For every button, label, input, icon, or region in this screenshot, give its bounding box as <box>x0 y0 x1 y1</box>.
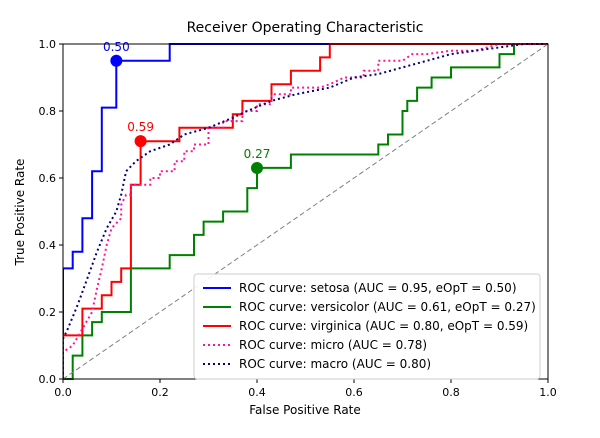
x-tick-label: 0.0 <box>54 386 72 399</box>
y-tick-label: 0.0 <box>39 373 57 386</box>
curves <box>63 43 549 380</box>
y-tick-label: 0.6 <box>39 172 57 185</box>
x-axis-label: False Positive Rate <box>249 403 361 417</box>
legend-entry: ROC curve: setosa (AUC = 0.95, eOpT = 0.… <box>239 281 517 295</box>
x-tick-label: 1.0 <box>539 386 557 399</box>
x-tick-label: 0.4 <box>248 386 266 399</box>
y-tick-label: 1.0 <box>39 38 57 51</box>
series-line-2 <box>63 43 548 379</box>
optimal-point-setosa <box>110 54 123 67</box>
series-line-1 <box>63 43 548 380</box>
plot-area: 0.50 0.27 0.59 0.0 0.2 0.4 0.6 0.8 1.0 0.0 0.2 0.4 0… <box>39 38 557 399</box>
series-line-3 <box>63 43 548 379</box>
x-tick-label: 0.2 <box>151 386 169 399</box>
y-tick-label: 0.2 <box>39 306 57 319</box>
legend-entry: ROC curve: versicolor (AUC = 0.61, eOpT … <box>239 300 536 314</box>
legend-entry: ROC curve: micro (AUC = 0.78) <box>239 338 427 352</box>
legend-entry: ROC curve: macro (AUC = 0.80) <box>239 357 431 371</box>
y-tick-label: 0.8 <box>39 105 57 118</box>
series-line-0 <box>63 43 548 379</box>
optimal-point-label-setosa: 0.50 <box>103 40 130 54</box>
chance-diagonal-line <box>63 43 549 380</box>
y-tick-label: 0.4 <box>39 239 57 252</box>
legend-entry: ROC curve: virginica (AUC = 0.80, eOpT =… <box>239 319 528 333</box>
legend-box <box>193 273 541 380</box>
optimal-point-versicolor <box>251 161 263 174</box>
x-tick-label: 0.8 <box>442 386 460 399</box>
optimal-point-label-virginica: 0.59 <box>127 120 154 134</box>
optimal-point-label-versicolor: 0.27 <box>244 147 271 161</box>
chart-title: Receiver Operating Characteristic <box>187 20 424 36</box>
x-tick-label: 0.6 <box>345 386 363 399</box>
y-axis-label: True Positive Rate <box>13 159 27 267</box>
optimal-point-virginica <box>134 135 147 148</box>
legend: ROC curve: setosa (AUC = 0.95, eOpT = 0.… <box>193 273 541 380</box>
